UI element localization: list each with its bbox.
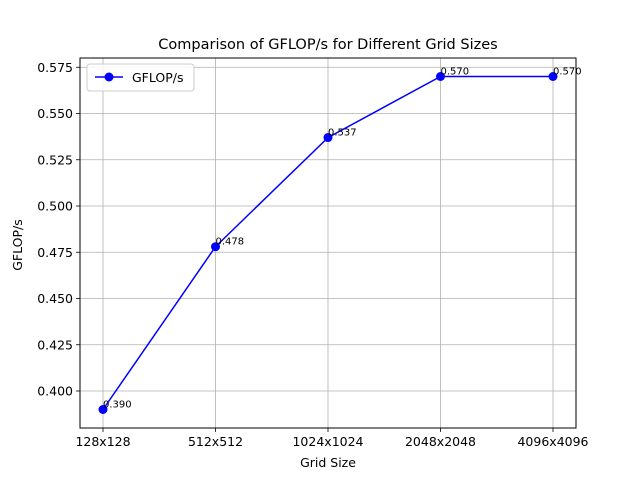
legend-marker-swatch — [104, 72, 114, 82]
data-label: 0.570 — [441, 67, 470, 78]
data-label: 0.390 — [103, 400, 132, 411]
y-tick-label: 0.500 — [37, 199, 73, 214]
y-tick-label: 0.475 — [37, 245, 73, 260]
axis-ticks: 128x128 512x512 1024x1024 2048x2048 4096x409… — [37, 60, 588, 449]
data-point — [436, 72, 445, 81]
legend-label: GFLOP/s — [132, 70, 184, 85]
y-tick-label: 0.525 — [37, 152, 73, 167]
y-tick-label: 0.550 — [37, 106, 73, 121]
y-tick-label: 0.450 — [37, 291, 73, 306]
data-point — [211, 242, 220, 252]
x-tick-label: 1024x1024 — [292, 434, 363, 449]
data-label: 0.570 — [553, 67, 582, 78]
x-axis-label: Grid Size — [300, 455, 356, 470]
data-label: 0.537 — [328, 128, 357, 139]
x-tick-label: 4096x4096 — [517, 434, 588, 449]
x-tick-label: 512x512 — [188, 434, 243, 449]
x-tick-label: 2048x2048 — [405, 434, 476, 449]
x-tick-label: 128x128 — [75, 434, 130, 449]
legend-box — [86, 63, 195, 92]
y-tick-label: 0.425 — [37, 337, 73, 352]
data-point — [548, 72, 558, 81]
data-label: 0.478 — [216, 237, 245, 248]
chart-title: Comparison of GFLOP/s for Different Grid… — [158, 37, 497, 53]
legend: GFLOP/s — [86, 63, 195, 92]
y-axis-label: GFLOP/s — [10, 219, 25, 271]
data-point — [323, 133, 333, 143]
y-tick-label: 0.575 — [37, 60, 73, 75]
data-point — [98, 405, 108, 414]
y-tick-label: 0.400 — [37, 384, 73, 399]
series-layer: 0.390 0.478 0.537 0.570 0.570 — [98, 67, 582, 414]
